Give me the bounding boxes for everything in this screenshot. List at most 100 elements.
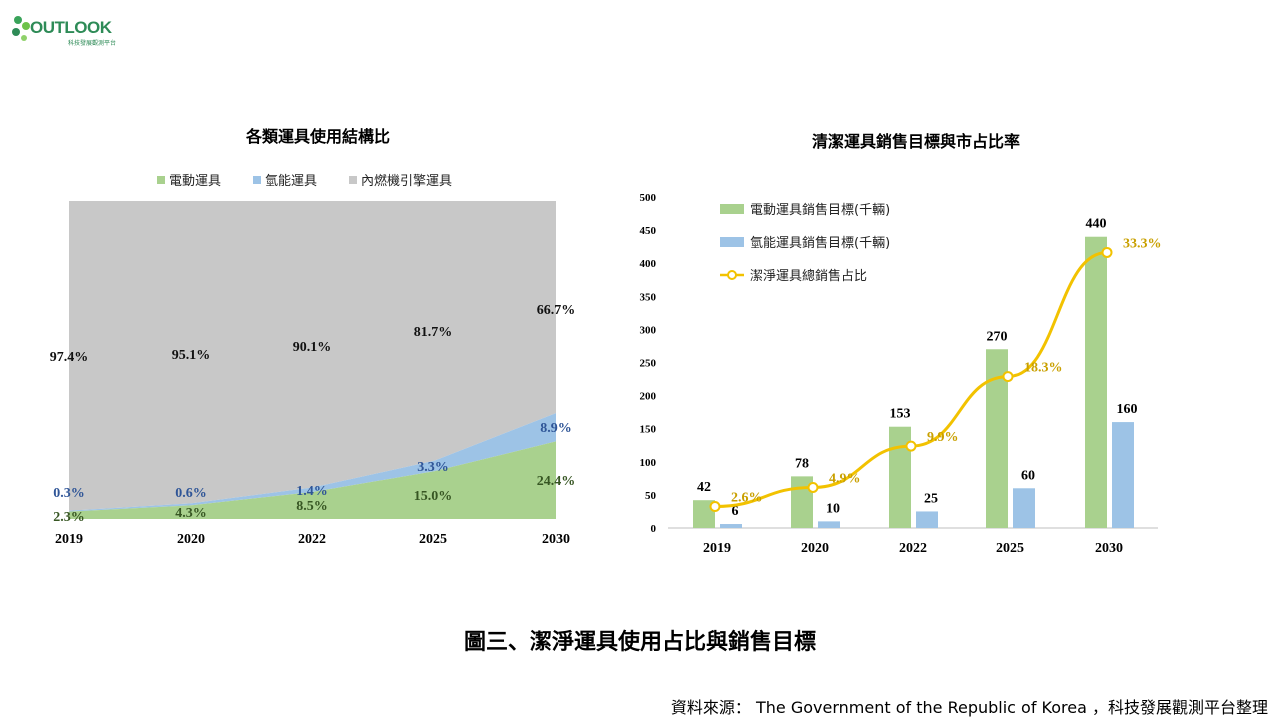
ice-share-label: 97.4%: [50, 350, 89, 365]
x-tick-label: 2020: [801, 541, 829, 556]
y-tick-label: 100: [640, 457, 657, 469]
ev-share-label: 2.3%: [53, 510, 85, 525]
share-line-label: 18.3%: [1024, 361, 1063, 376]
left-chart-legend: 電動運具 氫能運具 內燃機引擎運具: [157, 173, 452, 189]
legend-label: 氫能運具: [265, 174, 317, 189]
legend-swatch: [253, 176, 261, 184]
ev-share-label: 24.4%: [537, 474, 576, 489]
share-line-label: 33.3%: [1123, 236, 1162, 251]
logo-dots-icon: [12, 16, 30, 41]
hydrogen-share-label: 3.3%: [417, 460, 449, 475]
ev-share-label: 4.3%: [175, 506, 207, 521]
ice-share-label: 81.7%: [414, 325, 453, 340]
area-ice-vehicles: [69, 201, 556, 511]
legend-label: 氫能運具銷售目標(千輛): [750, 235, 890, 251]
legend-swatch: [157, 176, 165, 184]
legend-label: 電動運具銷售目標(千輛): [750, 202, 890, 218]
x-tick-label: 2030: [1095, 541, 1123, 556]
x-tick-label: 2019: [703, 541, 731, 556]
y-tick-label: 300: [640, 324, 657, 336]
right-chart-y-ticks: 0 50 100 150 200 250 300 350 400 450 500: [640, 192, 1158, 535]
left-chart-data-labels: 2.3% 4.3% 8.5% 15.0% 24.4% 0.3% 0.6% 1.4% 3.3% 8.…: [50, 303, 576, 525]
ev-sales-label: 78: [795, 456, 809, 471]
share-line-label: 4.9%: [829, 471, 861, 486]
hydrogen-sales-bar: [720, 524, 742, 528]
legend-swatch-point: [727, 270, 737, 280]
legend-swatch-hydrogen: [720, 237, 744, 247]
share-line-point: [1002, 371, 1014, 383]
figure-caption: 圖三、潔淨運具使用占比與銷售目標: [463, 630, 816, 655]
legend-label: 潔淨運具總銷售占比: [750, 268, 867, 284]
hydrogen-sales-label: 10: [826, 501, 840, 516]
ev-sales-label: 153: [890, 407, 911, 422]
hydrogen-share-label: 0.6%: [175, 486, 207, 501]
area-electric-vehicles: [69, 441, 556, 519]
y-tick-label: 250: [640, 358, 657, 370]
y-tick-label: 400: [640, 258, 657, 270]
y-tick-label: 500: [640, 192, 657, 204]
share-line-point: [1101, 246, 1113, 258]
right-chart-x-ticks: 2019 2020 2022 2025 2030: [703, 541, 1123, 556]
share-line-point: [807, 481, 819, 493]
right-chart-legend: 電動運具銷售目標(千輛) 氫能運具銷售目標(千輛) 潔淨運具總銷售占比: [720, 202, 890, 284]
hydrogen-sales-bar: [818, 521, 840, 528]
y-tick-label: 150: [640, 424, 657, 436]
ev-sales-label: 440: [1086, 217, 1107, 232]
x-tick-label: 2025: [419, 532, 447, 547]
share-line-label: 2.6%: [731, 490, 763, 505]
ev-sales-bar: [693, 500, 715, 528]
charts-canvas: 各類運具使用結構比 電動運具 氫能運具 內燃機引擎運具 2.3% 4.3% 8.5% 15…: [50, 127, 1162, 556]
right-chart-title: 清潔運具銷售目標與市占比率: [812, 132, 1020, 151]
x-tick-label: 2019: [55, 532, 83, 547]
source-note: 資料來源： The Government of the Republic of …: [670, 698, 1268, 717]
x-tick-label: 2022: [298, 532, 326, 547]
share-line-point: [905, 440, 917, 452]
share-line-label: 9.9%: [927, 430, 959, 445]
share-line-path: [714, 250, 1108, 508]
left-chart-areas: [69, 201, 556, 519]
x-tick-label: 2030: [542, 532, 570, 547]
left-chart-title: 各類運具使用結構比: [245, 127, 390, 146]
ev-share-label: 8.5%: [296, 499, 328, 514]
hydrogen-sales-label: 160: [1117, 402, 1138, 417]
usage-structure-chart: 各類運具使用結構比 電動運具 氫能運具 內燃機引擎運具 2.3% 4.3% 8.5% 15…: [50, 127, 576, 547]
logo-subtitle: 科技發展觀測平台: [68, 40, 117, 47]
sales-target-chart: 清潔運具銷售目標與市占比率 0 50 100 150 200 250 300 350 400 45…: [640, 132, 1162, 556]
x-tick-label: 2025: [996, 541, 1024, 556]
y-tick-label: 200: [640, 391, 657, 403]
hydrogen-sales-label: 25: [924, 491, 938, 506]
x-tick-label: 2022: [899, 541, 927, 556]
legend-swatch: [349, 176, 357, 184]
y-tick-label: 350: [640, 291, 657, 303]
hydrogen-sales-label: 6: [732, 504, 739, 519]
hydrogen-share-label: 0.3%: [53, 486, 85, 501]
y-tick-label: 50: [645, 490, 657, 502]
hydrogen-share-label: 8.9%: [540, 421, 572, 436]
logo-wordmark: OUTLOOK: [30, 18, 112, 37]
ev-share-label: 15.0%: [414, 489, 453, 504]
hydrogen-share-label: 1.4%: [296, 484, 328, 499]
hydrogen-sales-label: 60: [1021, 468, 1035, 483]
share-line-point: [709, 500, 721, 512]
hydrogen-sales-bar: [1013, 488, 1035, 528]
ev-sales-bar: [986, 349, 1008, 528]
left-chart-x-ticks: 2019 2020 2022 2025 2030: [55, 532, 570, 547]
ev-sales-bar: [889, 426, 911, 528]
hydrogen-sales-bar: [1112, 422, 1134, 528]
legend-label: 電動運具: [169, 174, 221, 189]
ice-share-label: 95.1%: [172, 348, 211, 363]
ev-sales-label: 42: [697, 480, 711, 495]
right-chart-bars: 42 6 78 10 153 25 270 60 440 160: [693, 217, 1138, 528]
legend-swatch-ev: [720, 204, 744, 214]
legend-label: 內燃機引擎運具: [361, 173, 452, 189]
outlook-logo: OUTLOOK 科技發展觀測平台: [10, 8, 122, 47]
y-tick-label: 450: [640, 225, 657, 237]
x-tick-label: 2020: [177, 532, 205, 547]
y-tick-label: 0: [651, 523, 657, 535]
right-chart-share-line: 2.6% 4.9% 9.9% 18.3% 33.3%: [709, 236, 1162, 512]
ev-sales-label: 270: [987, 329, 1008, 344]
ice-share-label: 66.7%: [537, 303, 576, 318]
ice-share-label: 90.1%: [293, 340, 332, 355]
ev-sales-bar: [1085, 236, 1107, 528]
hydrogen-sales-bar: [916, 511, 938, 528]
